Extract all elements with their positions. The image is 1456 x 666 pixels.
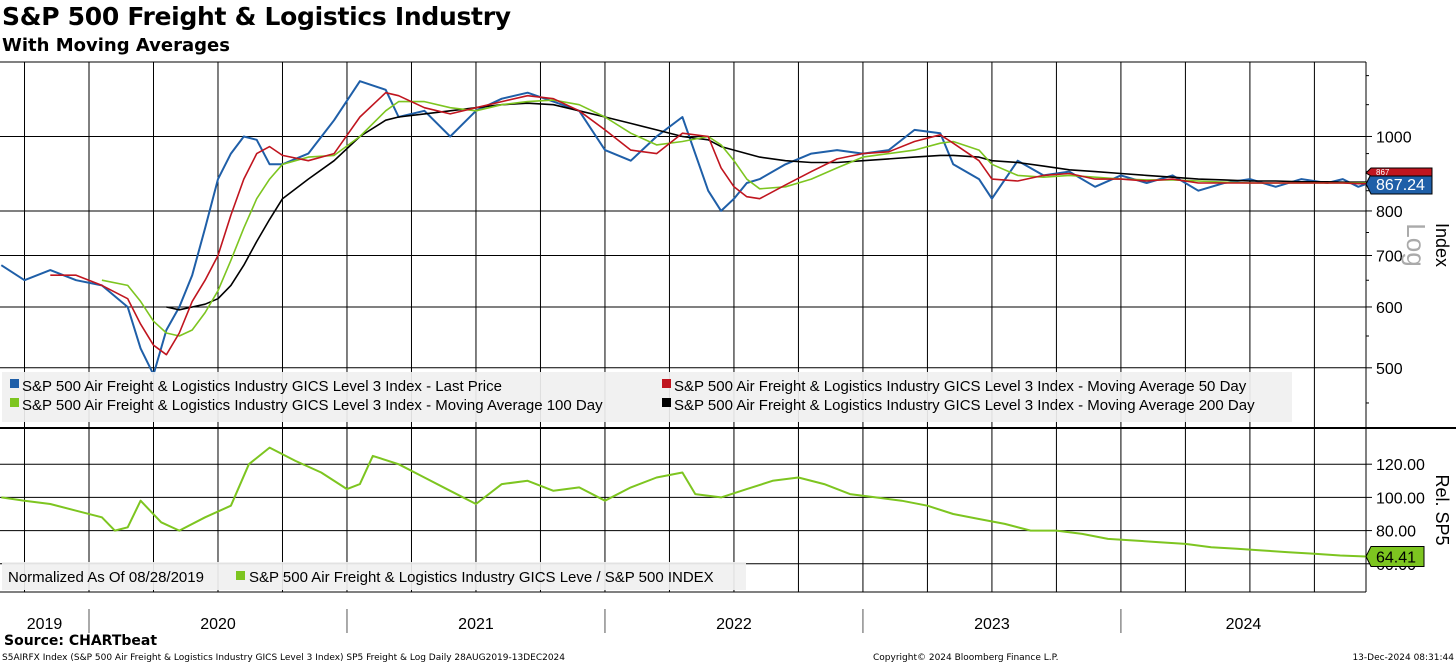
ma-value: 867 (1376, 168, 1390, 177)
legend-swatch (10, 398, 19, 407)
copyright: Copyright© 2024 Bloomberg Finance L.P. (873, 653, 1059, 663)
y-tick-label: 600 (1376, 300, 1403, 317)
ticker-info: S5AIRFX Index (S&P 500 Air Freight & Log… (2, 653, 566, 663)
series-line (0, 80, 1367, 376)
chart-title: S&P 500 Freight & Logistics Industry (2, 2, 511, 31)
x-tick-label: 2019 (27, 616, 63, 633)
series-line (1, 446, 1367, 558)
y-tick-label: 120.00 (1376, 457, 1425, 474)
series-line (50, 91, 1366, 356)
x-tick-label: 2023 (974, 616, 1010, 633)
y-axis-label: Index (1432, 223, 1452, 267)
relative-value-tag (1365, 545, 1425, 567)
legend-label: S&P 500 Air Freight & Logistics Industry… (674, 378, 1247, 395)
x-tick-label: 2022 (716, 616, 752, 633)
y-axis-label: Rel. SP5 (1432, 474, 1452, 545)
x-tick-label: 2024 (1226, 616, 1262, 633)
normalized-label: Normalized As Of 08/28/2019 (8, 569, 204, 586)
legend-label: S&P 500 Air Freight & Logistics Industry… (22, 378, 502, 395)
legend-label: S&P 500 Air Freight & Logistics Industry… (674, 397, 1255, 414)
legend-swatch (236, 571, 245, 580)
legend-label: S&P 500 Air Freight & Logistics Industry… (22, 397, 603, 414)
y-tick-label: 800 (1376, 204, 1403, 221)
legend-label: S&P 500 Air Freight & Logistics Industry… (249, 569, 714, 586)
legend-swatch (662, 398, 671, 407)
y-tick-label: 1000 (1376, 129, 1412, 146)
chart-subtitle: With Moving Averages (2, 35, 230, 56)
legend-box (2, 372, 1292, 422)
y-tick-label: 100.00 (1376, 490, 1425, 507)
y-tick-label: 500 (1376, 361, 1403, 378)
last-price-value: 867.24 (1376, 177, 1425, 194)
source-label: Source: CHARTbeat (4, 633, 158, 649)
timestamp: 13-Dec-2024 08:31:44 (1352, 653, 1454, 663)
x-tick-label: 2020 (200, 616, 236, 633)
legend-box (2, 562, 746, 590)
ma-value-tag (1365, 167, 1433, 177)
legend-swatch (662, 379, 671, 388)
x-tick-label: 2021 (458, 616, 494, 633)
relative-last-value: 64.41 (1376, 549, 1416, 566)
series-line (166, 102, 1366, 311)
legend-swatch (10, 379, 19, 388)
log-scale-watermark: Log (1401, 223, 1431, 266)
y-tick-label: 80.00 (1376, 524, 1416, 541)
y-tick-label: 700 (1376, 249, 1403, 266)
